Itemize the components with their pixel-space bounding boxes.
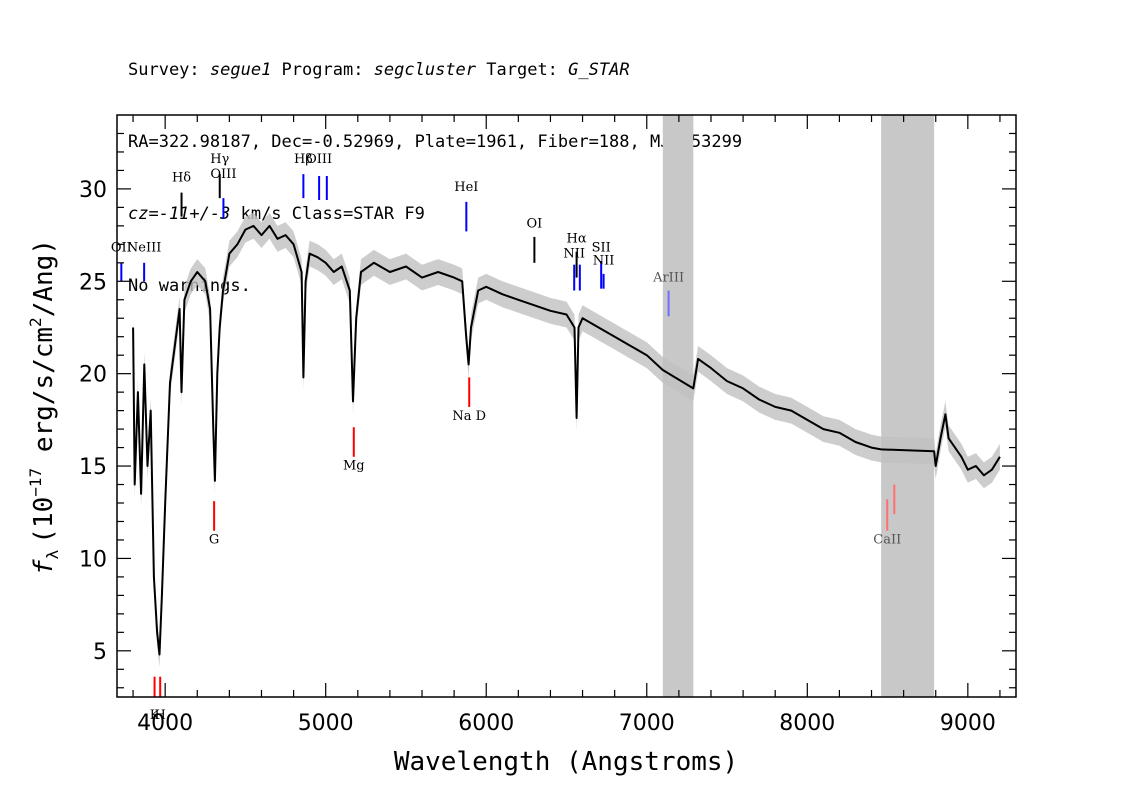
y-label-unit-pre: (10 xyxy=(29,497,59,544)
x-tick-label-5000: 5000 xyxy=(298,711,354,736)
error-band xyxy=(133,212,1000,668)
plot-frame xyxy=(116,114,1017,698)
absorption-line-label-21: CaII xyxy=(873,533,901,548)
emission-line-label-8: HeI xyxy=(454,180,478,195)
program-label: Program: xyxy=(271,60,374,80)
absorption-line-label-17: H xyxy=(155,708,166,723)
y-label-lambda: λ xyxy=(43,549,62,559)
emission-line-label-0: OII xyxy=(111,241,132,256)
x-tick-label-9000: 9000 xyxy=(940,711,996,736)
absorption-line-label-18: G xyxy=(209,533,219,548)
x-tick-label-8000: 8000 xyxy=(779,711,835,736)
x-tick-label-6000: 6000 xyxy=(458,711,514,736)
line-markers: OIINeIIIHδHγOIIIHβOIIIHeIOINIIHαSIINIIAr… xyxy=(111,152,901,723)
y-tick-label-10: 10 xyxy=(79,547,107,572)
emission-line-label-5: Hβ xyxy=(294,152,313,167)
emission-line-label-9: OI xyxy=(526,217,542,232)
masked-region-1 xyxy=(881,115,935,697)
spectrum-line xyxy=(132,224,1001,656)
y-label-unit-post: /Ang) xyxy=(29,239,59,317)
redshift-value: cz=-11+/-3 xyxy=(128,204,231,224)
emission-line-label-10: NII xyxy=(563,246,585,261)
emission-line-label-6: OIII xyxy=(306,152,332,167)
emission-line-label-13: SII xyxy=(592,241,611,256)
x-tick-label-4000: 4000 xyxy=(137,711,193,736)
x-axis-label: Wavelength (Angstroms) xyxy=(394,747,738,777)
plot-axes xyxy=(116,114,1017,698)
spectrum-series xyxy=(132,224,1001,656)
y-label-unit-mid: erg/s/cm xyxy=(29,327,59,468)
absorption-line-label-19: Mg xyxy=(343,459,365,474)
program-value: segcluster xyxy=(373,60,477,80)
y-label-exp1: −17 xyxy=(26,468,45,497)
y-tick-label-25: 25 xyxy=(79,270,107,295)
y-tick-label-30: 30 xyxy=(79,178,107,203)
y-tick-label-20: 20 xyxy=(79,363,107,388)
absorption-line-label-20: Na D xyxy=(452,409,486,424)
spectrum-header: Survey: segue1 Program: segcluster Targe… xyxy=(128,10,742,322)
masked-region-0 xyxy=(662,115,694,697)
y-tick-label-15: 15 xyxy=(79,455,107,480)
emission-line-label-15: ArIII xyxy=(652,270,684,285)
absorption-line-label-16: K xyxy=(150,708,160,723)
emission-line-label-1: NeIII xyxy=(127,241,161,256)
spectrum-error-band xyxy=(133,212,1000,668)
y-label-exp2: 2 xyxy=(26,317,45,327)
y-tick-label-5: 5 xyxy=(93,640,107,665)
emission-line-label-2: Hδ xyxy=(172,171,191,186)
emission-line-label-3: Hγ xyxy=(210,152,229,167)
header-line-coords: RA=322.98187, Dec=-0.52969, Plate=1961, … xyxy=(128,132,743,152)
survey-value: segue1 xyxy=(209,60,272,80)
header-line-survey: Survey: segue1 Program: segcluster Targe… xyxy=(128,58,742,82)
tick-marks xyxy=(117,115,1016,697)
masked-regions xyxy=(662,115,935,697)
x-tick-label-7000: 7000 xyxy=(619,711,675,736)
emission-line-label-4: OIII xyxy=(210,167,236,182)
emission-line-label-14: NII xyxy=(593,254,615,269)
emission-line-label-11: Hα xyxy=(567,231,587,246)
tick-labels: 4000 5000 6000 7000 8000 9000 5 10 15 20 25 30 xyxy=(79,178,996,736)
survey-label: Survey: xyxy=(128,60,210,80)
target-label: Target: xyxy=(476,60,569,80)
y-label-f: f xyxy=(29,559,59,575)
y-axis-label: fλ (10−17 erg/s/cm2/Ang) xyxy=(26,239,62,575)
target-value: G_STAR xyxy=(568,60,630,80)
